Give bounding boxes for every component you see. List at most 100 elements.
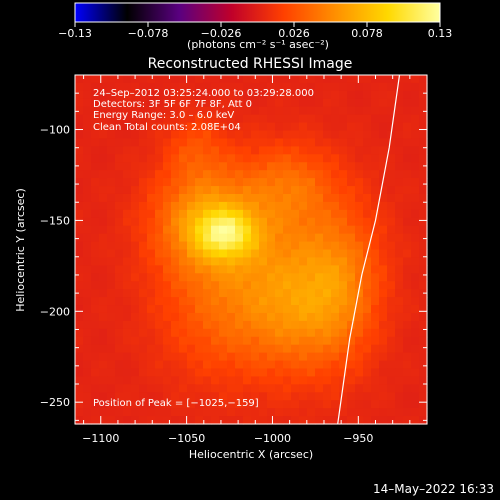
heatmap-cell [211, 368, 220, 378]
heatmap-cell [355, 344, 364, 354]
heatmap-cell [267, 178, 276, 187]
heatmap-cell [83, 384, 92, 393]
heatmap-cell [331, 352, 340, 362]
heatmap-cell [99, 273, 108, 282]
heatmap-cell [379, 114, 388, 124]
heatmap-cell [403, 193, 412, 203]
heatmap-cell [187, 249, 196, 259]
heatmap-cell [379, 209, 388, 219]
heatmap-cell [163, 106, 172, 116]
heatmap-cell [243, 90, 252, 100]
heatmap-cell [259, 249, 268, 259]
heatmap-cell [83, 400, 92, 409]
heatmap-cell [379, 122, 388, 132]
heatmap-cell [211, 257, 220, 266]
heatmap-cell [131, 130, 140, 140]
heatmap-cell [107, 201, 116, 211]
heatmap-cell [99, 122, 108, 132]
heatmap-cell [355, 384, 364, 393]
heatmap-cell [379, 360, 388, 370]
heatmap-cell [419, 312, 428, 322]
heatmap-cell [203, 392, 212, 401]
heatmap-cell [307, 289, 316, 298]
heatmap-cell [323, 360, 332, 370]
heatmap-cell [75, 249, 84, 259]
heatmap-cell [219, 392, 228, 401]
heatmap-cell [251, 122, 260, 132]
heatmap-cell [163, 305, 172, 314]
heatmap-cell [131, 257, 140, 266]
heatmap-cell [283, 400, 292, 409]
heatmap-cell [323, 162, 332, 171]
heatmap-cell [155, 416, 164, 425]
heatmap-cell [355, 416, 364, 425]
heatmap-cell [307, 336, 316, 346]
heatmap-cell [379, 368, 388, 378]
heatmap-cell [99, 178, 108, 187]
heatmap-cell [163, 209, 172, 219]
heatmap-cell [171, 233, 180, 243]
heatmap-cell [187, 352, 196, 362]
heatmap-cell [139, 344, 148, 354]
heatmap-cell [355, 106, 364, 116]
heatmap-cell [235, 289, 244, 298]
heatmap-cell [91, 297, 100, 306]
heatmap-cell [403, 241, 412, 251]
heatmap-cell [235, 90, 244, 100]
heatmap-cell [331, 336, 340, 346]
heatmap-cell [147, 186, 156, 195]
heatmap-cell [347, 209, 356, 219]
heatmap-cell [299, 384, 308, 393]
heatmap-cell [251, 130, 260, 140]
heatmap-cell [291, 82, 300, 92]
heatmap-cell [179, 320, 188, 330]
heatmap-cell [339, 90, 348, 100]
heatmap-cell [163, 162, 172, 171]
heatmap-cell [99, 392, 108, 401]
heatmap-cell [331, 217, 340, 227]
heatmap-cell [379, 281, 388, 290]
heatmap-cell [275, 233, 284, 243]
heatmap-cell [83, 265, 92, 274]
heatmap-cell [355, 400, 364, 409]
heatmap-cell [355, 392, 364, 401]
heatmap-cell [315, 400, 324, 409]
heatmap-cell [187, 257, 196, 266]
heatmap-cell [147, 305, 156, 314]
heatmap-cell [195, 305, 204, 314]
heatmap-cell [379, 186, 388, 195]
heatmap-cell [347, 352, 356, 362]
heatmap-cell [291, 162, 300, 171]
heatmap-cell [179, 392, 188, 401]
heatmap-cell [363, 328, 372, 338]
heatmap-cell [251, 344, 260, 354]
heatmap-cell [211, 265, 220, 274]
heatmap-cell [131, 82, 140, 92]
heatmap-cell [187, 217, 196, 227]
heatmap-cell [227, 368, 236, 378]
heatmap-cell [283, 146, 292, 155]
heatmap-cell [115, 320, 124, 330]
heatmap-cell [243, 273, 252, 282]
heatmap-cell [227, 384, 236, 393]
colorbar-units-label: (photons cm⁻² s⁻¹ asec⁻²) [187, 38, 329, 51]
heatmap-cell [75, 328, 84, 338]
heatmap-cell [123, 138, 132, 147]
heatmap-cell [179, 344, 188, 354]
heatmap-cell [251, 201, 260, 211]
heatmap-cell [339, 193, 348, 203]
heatmap-cell [283, 360, 292, 370]
heatmap-cell [259, 312, 268, 322]
heatmap-cell [419, 400, 428, 409]
heatmap-cell [379, 305, 388, 314]
heatmap-cell [219, 241, 228, 251]
heatmap-cell [131, 281, 140, 290]
heatmap-cell [115, 170, 124, 179]
heatmap-cell [243, 257, 252, 266]
heatmap-cell [187, 201, 196, 211]
heatmap-cell [291, 106, 300, 116]
heatmap-cell [267, 328, 276, 338]
heatmap-cell [187, 320, 196, 330]
heatmap-cell [323, 209, 332, 219]
heatmap-cell [387, 328, 396, 338]
